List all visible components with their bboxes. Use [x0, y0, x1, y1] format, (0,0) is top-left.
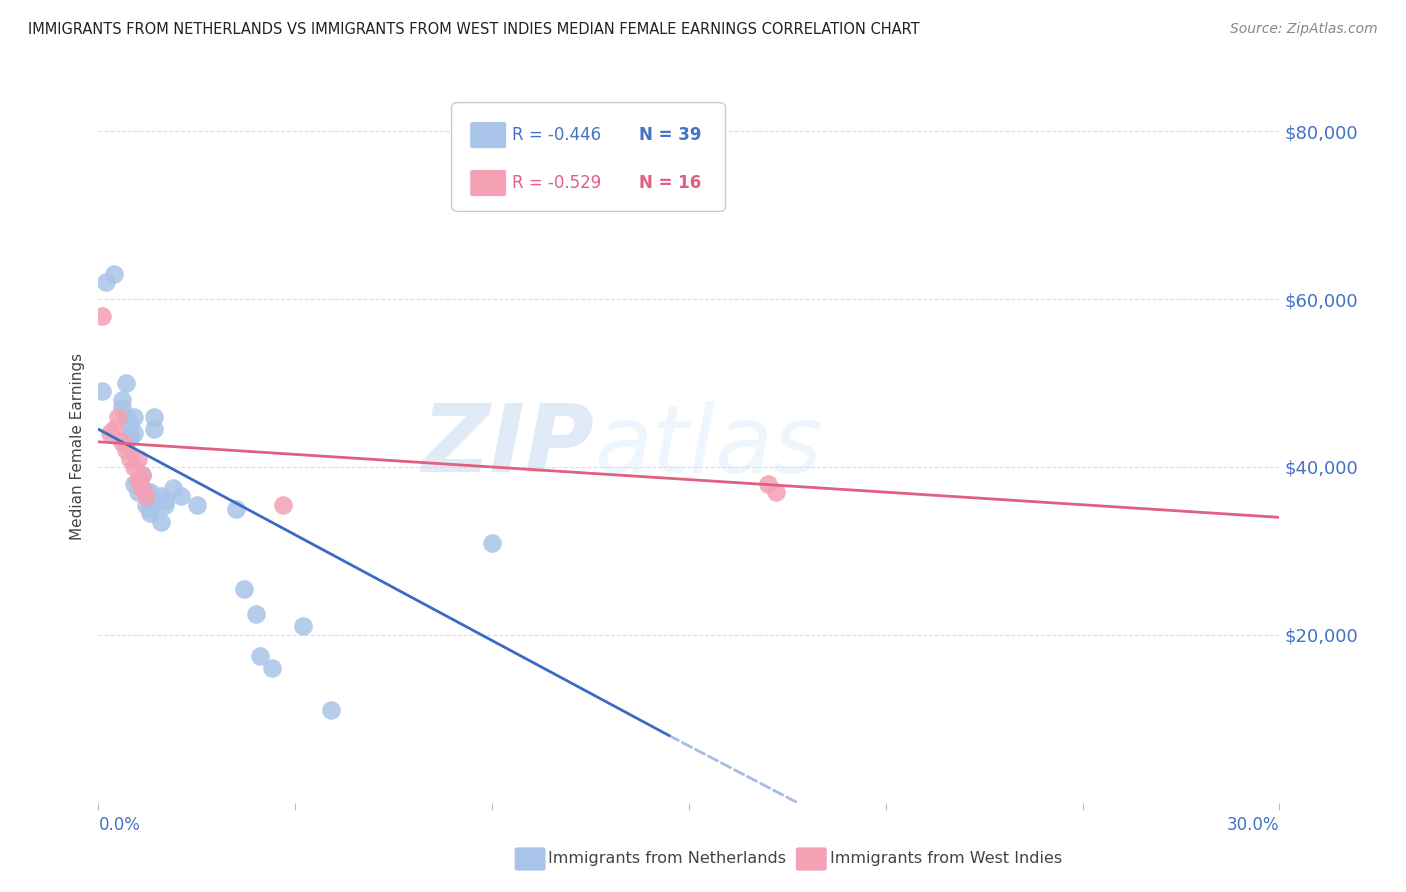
Point [170, 489, 193, 503]
Point [111, 434, 134, 449]
Point [122, 476, 145, 491]
Point [233, 582, 256, 596]
Point [118, 426, 141, 441]
Point [115, 443, 138, 458]
Point [118, 431, 141, 445]
Point [138, 506, 160, 520]
Text: ZIP: ZIP [422, 400, 595, 492]
Point [127, 485, 149, 500]
Point [98, 426, 121, 441]
Text: Immigrants from Netherlands: Immigrants from Netherlands [548, 852, 786, 866]
Point [150, 515, 173, 529]
Point [249, 648, 271, 663]
Point [127, 473, 149, 487]
Point [122, 460, 145, 475]
Point [155, 493, 177, 508]
Point [186, 498, 208, 512]
Point [138, 502, 160, 516]
Text: N = 16: N = 16 [638, 174, 700, 192]
Point [756, 476, 779, 491]
Text: Source: ZipAtlas.com: Source: ZipAtlas.com [1230, 22, 1378, 37]
Point [111, 392, 134, 407]
Point [107, 409, 129, 424]
Point [162, 481, 184, 495]
Point [115, 376, 138, 390]
Point [319, 703, 342, 717]
Point [115, 409, 138, 424]
Point [103, 422, 125, 436]
Point [135, 489, 157, 503]
Point [131, 481, 153, 495]
Point [96, 275, 118, 289]
Point [150, 489, 173, 503]
Point [155, 498, 177, 512]
Point [122, 426, 145, 441]
Point [135, 485, 157, 500]
Point [273, 498, 295, 512]
Text: Immigrants from West Indies: Immigrants from West Indies [830, 852, 1062, 866]
Point [138, 485, 160, 500]
Point [142, 422, 165, 436]
Text: R = -0.446: R = -0.446 [512, 126, 602, 144]
Point [260, 661, 283, 675]
Point [91, 384, 114, 399]
Text: R = -0.529: R = -0.529 [512, 174, 602, 192]
Point [481, 535, 503, 549]
Point [245, 607, 267, 621]
Point [127, 473, 149, 487]
Point [135, 498, 157, 512]
Point [122, 409, 145, 424]
Point [131, 468, 153, 483]
Point [118, 417, 141, 432]
Point [292, 619, 315, 633]
Point [765, 485, 787, 500]
Point [127, 451, 149, 466]
Text: 30.0%: 30.0% [1227, 816, 1279, 834]
Point [131, 481, 153, 495]
Point [111, 401, 134, 416]
Text: IMMIGRANTS FROM NETHERLANDS VS IMMIGRANTS FROM WEST INDIES MEDIAN FEMALE EARNING: IMMIGRANTS FROM NETHERLANDS VS IMMIGRANT… [28, 22, 920, 37]
Text: 0.0%: 0.0% [98, 816, 141, 834]
Text: atlas: atlas [595, 401, 823, 491]
Point [91, 309, 114, 323]
Y-axis label: Median Female Earnings: Median Female Earnings [70, 352, 86, 540]
Text: N = 39: N = 39 [638, 126, 702, 144]
Point [103, 267, 125, 281]
Point [142, 409, 165, 424]
Point [131, 468, 153, 483]
Point [118, 451, 141, 466]
Point [225, 502, 247, 516]
